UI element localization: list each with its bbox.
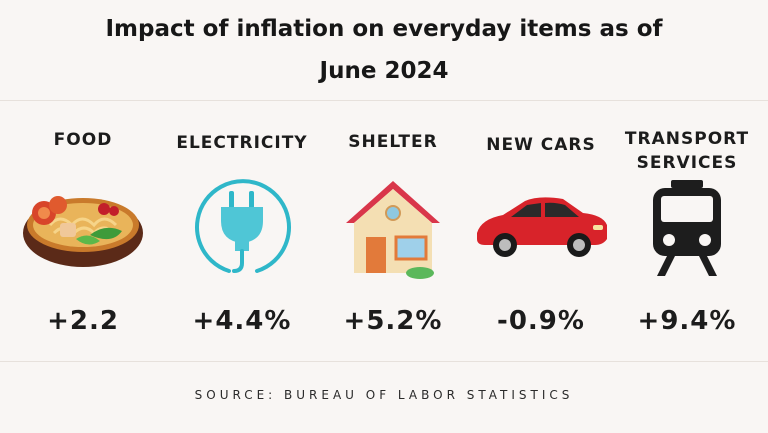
train-icon xyxy=(612,172,762,284)
electric-plug-icon xyxy=(167,172,317,284)
item-value-food: +2.2 xyxy=(47,306,119,336)
item-new-cars: NEW CARS -0.9% xyxy=(466,0,616,361)
item-value-electricity: +4.4% xyxy=(192,306,292,336)
item-label-food: FOOD xyxy=(53,130,113,150)
item-value-shelter: +5.2% xyxy=(343,306,443,336)
item-electricity: ELECTRICITY +4.4% xyxy=(167,0,317,361)
title-line-2: June 2024 xyxy=(319,58,449,84)
title-line-1: Impact of inflation on everyday items as… xyxy=(105,16,663,42)
item-transport-services: TRANSPORT SERVICES +9.4% xyxy=(612,0,762,361)
item-shelter: SHELTER +5.2% xyxy=(318,0,468,361)
item-label-electricity: ELECTRICITY xyxy=(176,133,308,153)
item-label-shelter: SHELTER xyxy=(348,132,438,152)
item-value-new-cars: -0.9% xyxy=(497,306,585,336)
item-label-new-cars: NEW CARS xyxy=(486,135,596,155)
source-note: SOURCE: BUREAU OF LABOR STATISTICS xyxy=(194,388,574,402)
item-value-transport-services: +9.4% xyxy=(637,306,737,336)
top-divider xyxy=(0,100,768,101)
page-title: Impact of inflation on everyday items as… xyxy=(20,8,748,92)
bottom-divider xyxy=(0,361,768,362)
car-icon xyxy=(466,172,616,284)
house-icon xyxy=(318,172,468,284)
food-bowl-icon xyxy=(8,172,158,284)
item-label-transport-services: TRANSPORT SERVICES xyxy=(624,129,750,173)
item-food: FOOD +2.2 xyxy=(8,0,158,361)
